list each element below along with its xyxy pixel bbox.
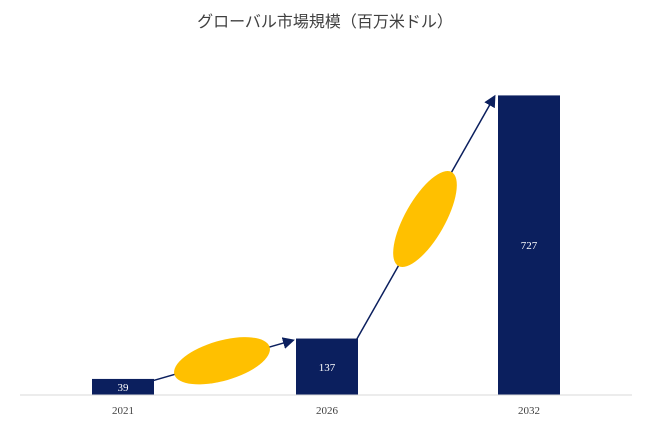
x-tick-labels: 2021 2026 2032 <box>112 405 540 417</box>
data-label-2032: 727 <box>521 240 538 252</box>
x-tick-2021: 2021 <box>112 405 134 417</box>
growth-arrows <box>151 94 496 385</box>
bar-2032 <box>498 95 560 395</box>
x-tick-2032: 2032 <box>518 405 540 417</box>
bar-2021 <box>92 378 154 395</box>
bar-2026 <box>296 338 358 395</box>
data-label-2021: 39 <box>118 382 130 394</box>
bars: 39 137 727 <box>92 95 560 395</box>
x-tick-2026: 2026 <box>316 405 339 417</box>
growth-ellipse-1 <box>174 337 270 385</box>
growth-ellipse-2 <box>393 170 457 267</box>
data-label-2026: 137 <box>319 362 336 374</box>
chart-title: グローバル市場規模（百万米ドル） <box>197 12 453 31</box>
